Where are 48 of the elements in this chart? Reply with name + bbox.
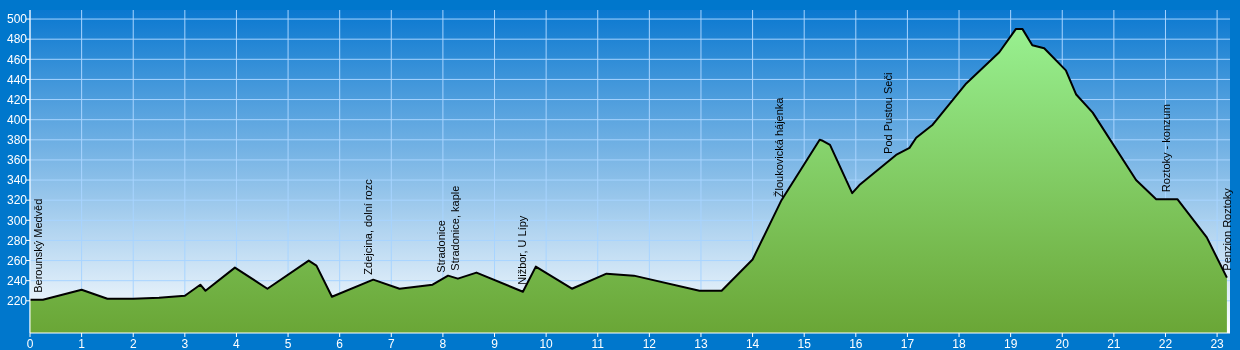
annotation: Stradonice — [434, 220, 447, 273]
x-tick-label: 4 — [233, 337, 241, 350]
annotation: Zdejcina, dolní rozc — [361, 178, 374, 275]
annotation: Berounský Medvěd — [31, 198, 44, 293]
y-tick-label: 380 — [6, 133, 28, 147]
x-tick-label: 21 — [1107, 337, 1121, 350]
y-tick-label: 440 — [6, 72, 28, 87]
y-tick-label: 500 — [6, 12, 28, 27]
y-tick-label: 460 — [6, 52, 28, 67]
y-tick-label: 360 — [6, 153, 28, 168]
y-tick-label: 420 — [6, 92, 28, 107]
x-tick-label: 20 — [1055, 337, 1070, 350]
x-tick-label: 14 — [745, 337, 760, 350]
x-tick-label: 3 — [181, 337, 189, 350]
annotation: Penzion Roztoky — [1220, 187, 1233, 271]
y-tick-label: 300 — [6, 213, 28, 228]
y-tick-label: 260 — [6, 253, 28, 268]
x-tick-label: 23 — [1210, 337, 1225, 350]
y-tick-label: 240 — [6, 273, 28, 288]
x-tick-label: 5 — [284, 337, 292, 350]
y-tick-label: 320 — [6, 193, 28, 208]
x-tick-label: 8 — [439, 337, 447, 350]
x-tick-label: 6 — [336, 337, 344, 350]
y-tick-label: 220 — [6, 294, 28, 308]
x-tick-label: 10 — [539, 337, 554, 350]
x-tick-label: 19 — [1003, 337, 1018, 350]
annotation: Žloukovická hájenka — [773, 96, 786, 198]
x-tick-label: 17 — [900, 337, 915, 350]
x-tick-label: 9 — [491, 337, 499, 350]
annotation: Nižbor, U Lípy — [515, 215, 528, 285]
x-tick-label: 16 — [849, 337, 863, 350]
y-tick-label: 280 — [6, 233, 28, 248]
annotation: Roztoky - konzum — [1159, 104, 1172, 193]
x-tick-label: 12 — [642, 337, 657, 350]
x-tick-label: 2 — [129, 337, 137, 350]
x-tick-label: 22 — [1158, 337, 1173, 350]
x-tick-label: 0 — [26, 337, 34, 350]
y-tick-label: 340 — [6, 173, 28, 188]
x-tick-label: 1 — [78, 337, 86, 350]
y-tick-label: 480 — [6, 32, 28, 47]
x-tick-label: 7 — [387, 337, 395, 350]
annotation: Pod Pustou Seči — [882, 72, 895, 154]
x-tick-label: 13 — [694, 337, 708, 350]
annotation: Stradonice, kaple — [448, 185, 461, 271]
x-tick-label: 11 — [591, 337, 605, 350]
y-tick-label: 400 — [6, 112, 28, 127]
x-tick-label: 18 — [952, 337, 967, 350]
x-tick-label: 15 — [797, 337, 812, 350]
